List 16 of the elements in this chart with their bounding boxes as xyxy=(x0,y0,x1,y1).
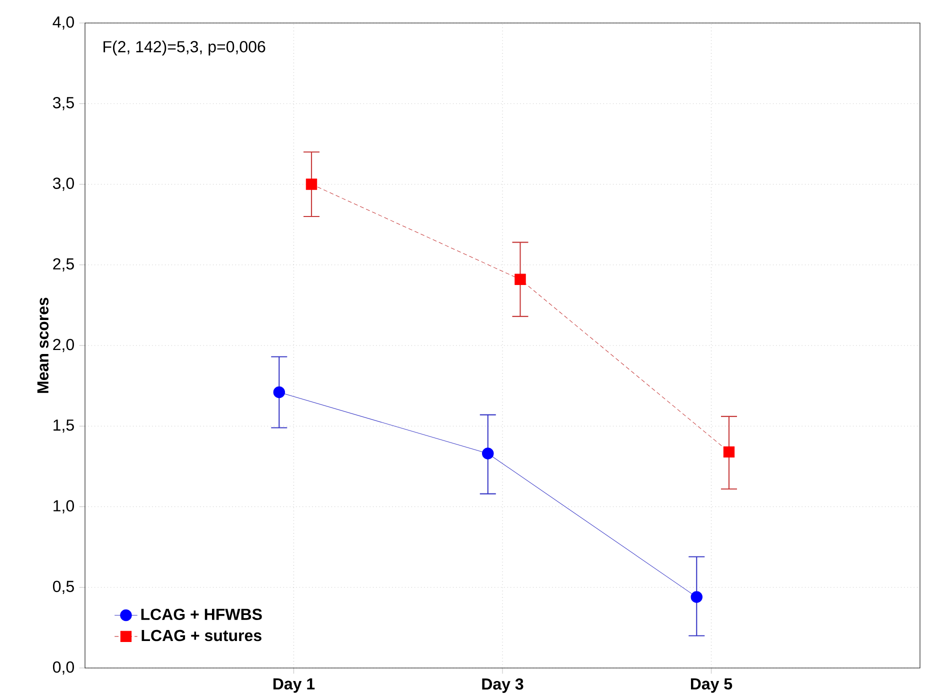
y-tick-label: 1,5 xyxy=(54,420,74,433)
legend-label: LCAG + HFWBS xyxy=(141,608,262,620)
y-tick-label: 3,0 xyxy=(52,178,74,191)
y-tick-label: 2,0 xyxy=(53,338,74,352)
y-tick-label: 2,5 xyxy=(53,258,74,272)
x-tick-label: Day 5 xyxy=(690,678,732,693)
y-tick-label: 0,5 xyxy=(52,580,74,594)
x-tick-label: Day 1 xyxy=(273,678,315,693)
legend-label: LCAG + sutures xyxy=(142,630,262,642)
annotation: F(2, 142)=5,3, p=0,006 xyxy=(104,40,266,56)
y-tick-label: 1,0 xyxy=(54,500,74,514)
y-tick-label: 3,5 xyxy=(52,97,74,110)
y-tick-label: 0,0 xyxy=(52,661,74,675)
y-tick-label: 4,0 xyxy=(52,16,74,30)
y-axis-title: Mean scores xyxy=(37,298,49,393)
x-tick-label: Day 3 xyxy=(482,678,524,693)
